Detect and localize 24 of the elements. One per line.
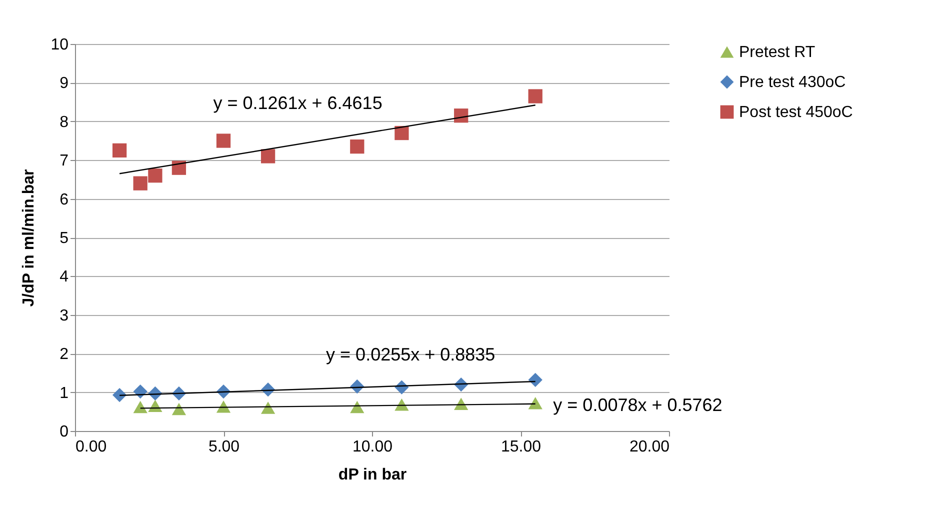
y-tick-label: 1 xyxy=(60,384,69,402)
x-tick-label: 15.00 xyxy=(500,438,542,456)
legend-label: Pre test 430oC xyxy=(739,74,846,91)
y-tick-label: 7 xyxy=(60,152,69,170)
x-tick-label: 10.00 xyxy=(352,438,393,456)
y-tick-label: 8 xyxy=(60,114,69,131)
annotation: y = 0.1261x + 6.4615 xyxy=(213,92,382,113)
legend-label: Pretest RT xyxy=(739,44,816,61)
y-tick-label: 2 xyxy=(60,346,69,364)
y-tick-label: 6 xyxy=(60,191,69,208)
y-tick-label: 9 xyxy=(60,75,69,92)
y-axis-title: J/dP in ml/min.bar xyxy=(20,169,38,307)
y-tick-label: 10 xyxy=(50,36,69,54)
x-tick-label: 0.00 xyxy=(76,438,107,456)
y-tick-label: 3 xyxy=(60,307,69,324)
annotation: y = 0.0255x + 0.8835 xyxy=(326,344,496,365)
x-tick-label: 5.00 xyxy=(208,438,240,456)
annotation: y = 0.0078x + 0.5762 xyxy=(553,394,722,415)
y-tick-label: 5 xyxy=(60,230,69,247)
legend-label: Post test 450oC xyxy=(739,104,853,121)
y-tick-label: 0 xyxy=(60,424,69,440)
x-tick-label: 20.00 xyxy=(629,438,670,456)
x-axis-title: dP in bar xyxy=(338,466,407,484)
y-tick-label: 4 xyxy=(60,268,69,286)
